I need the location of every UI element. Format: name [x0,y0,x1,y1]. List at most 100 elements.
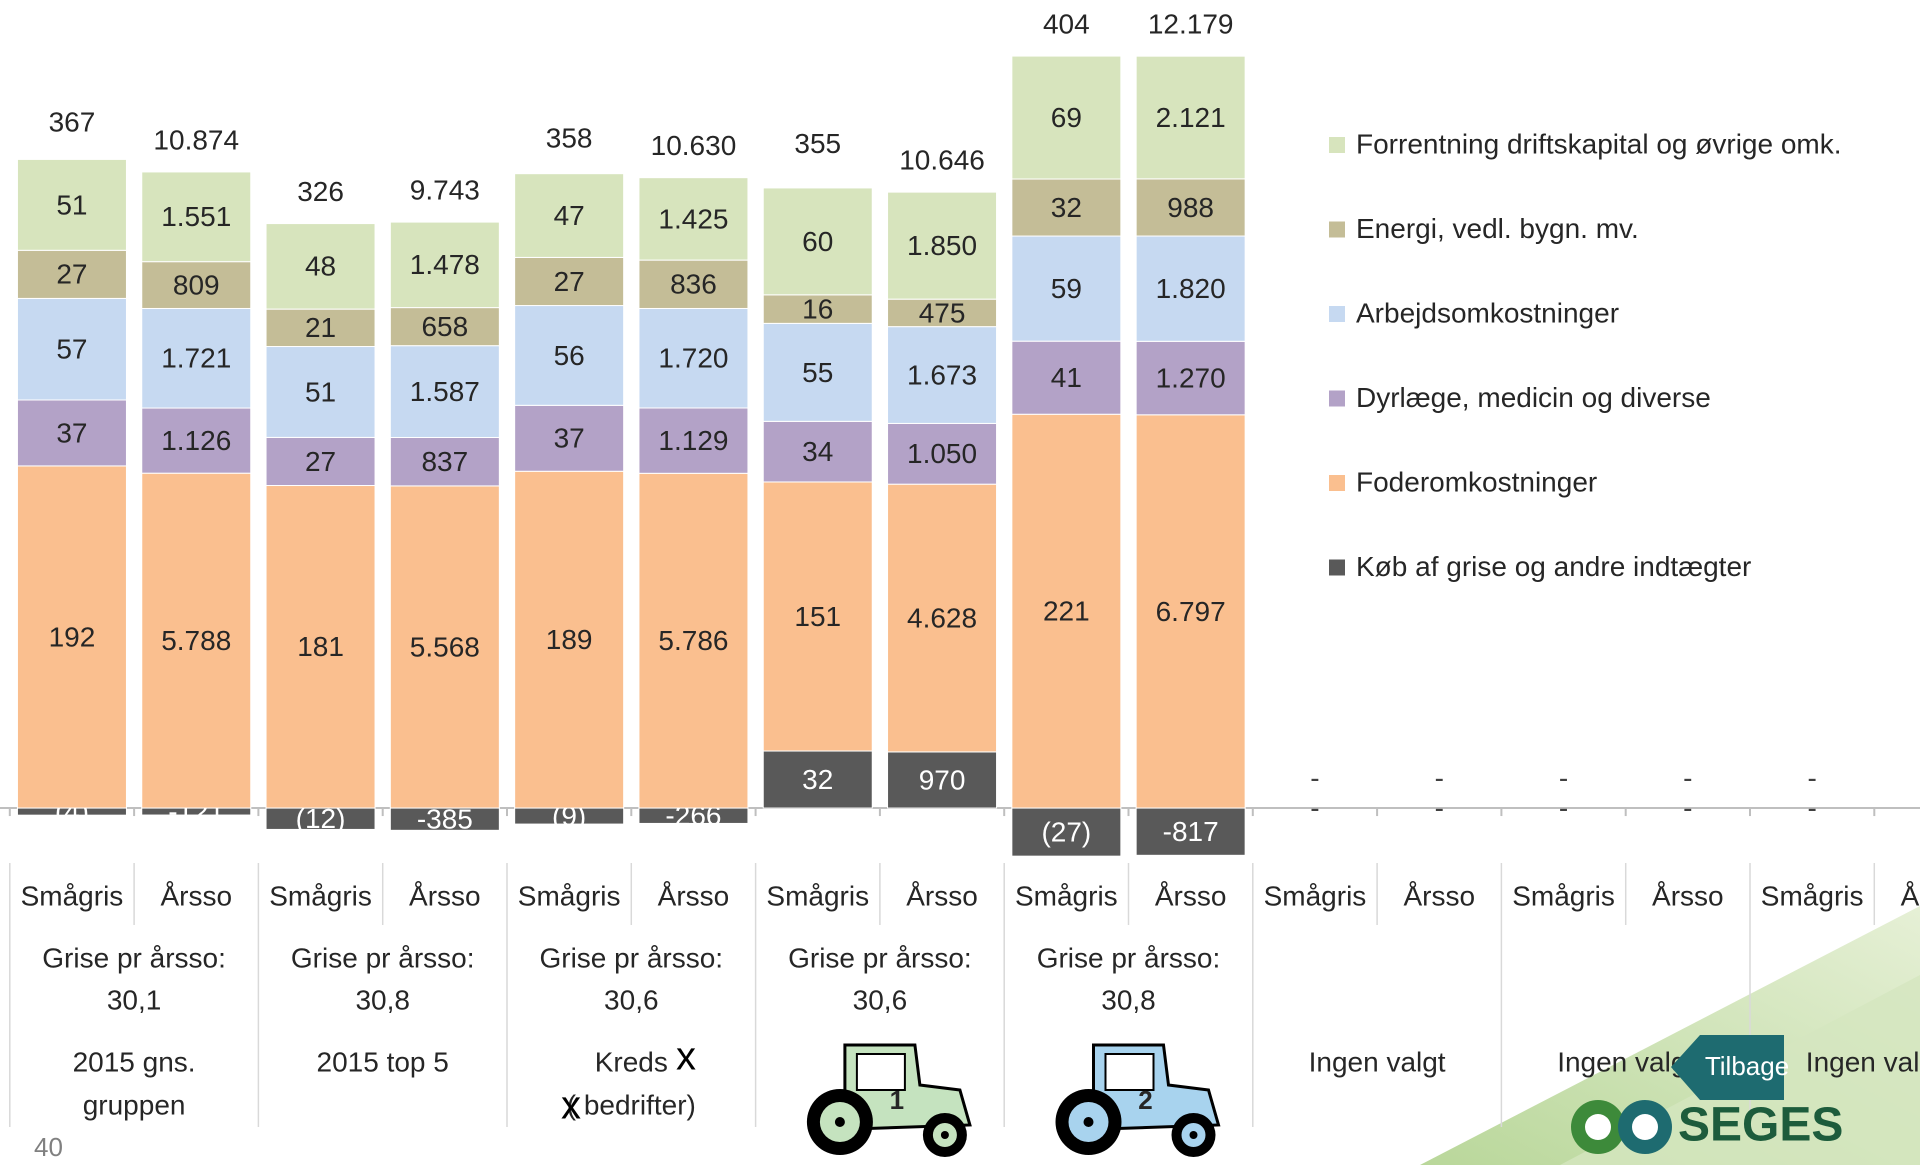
tractor-wheel [1083,1117,1094,1127]
legend-swatch [1329,137,1345,153]
bar-segment [1011,807,1122,857]
bar-segment [762,294,873,324]
data-label: - [1559,762,1568,793]
data-label: - [1435,792,1444,823]
data-label: 189 [546,624,593,655]
x-tick-label: Smågris [1512,880,1615,911]
x-tick-label: Smågris [766,880,869,911]
bar-segment [762,481,873,752]
bar-segment [1135,807,1246,856]
data-label: 34 [802,436,833,467]
data-label: 4.628 [907,602,977,633]
bar-segment [141,472,252,809]
x-tick-label: Smågris [21,880,124,911]
bar-segment [638,177,749,261]
data-label: 37 [56,417,87,448]
bar-segment [141,171,252,263]
legend-label: Køb af grise og andre indtægter [1356,551,1751,582]
back-button-shape[interactable] [1671,1035,1784,1100]
group-name: 2015 gns. [73,1046,196,1077]
legend-swatch [1329,306,1345,322]
bar-segment [16,399,127,467]
x-tick-label: Årsso [658,880,730,911]
data-label: 988 [1167,192,1214,223]
bar-segment [1135,414,1246,809]
bar-segment [389,345,500,438]
tractor-wheel [1189,1131,1198,1139]
annotation: x [676,1035,696,1079]
data-label: - [1310,762,1319,793]
data-label: 55 [802,357,833,388]
bar-segment [16,297,127,401]
data-label: 1.270 [1156,362,1226,393]
bar-segment [887,422,998,485]
logo: SEGES [1571,1099,1843,1154]
group-name: 2015 top 5 [317,1046,449,1077]
back-button[interactable]: Tilbage [1671,1035,1789,1100]
total-label: 10.630 [651,130,737,161]
bar-segment [887,298,998,328]
total-label: 12.179 [1148,9,1234,40]
bar-segment [389,221,500,309]
bar-segment [265,436,376,487]
data-label: - [1683,762,1692,793]
bar-segment [1135,235,1246,342]
legend-swatch [1329,559,1345,576]
group-header: 30,6 [604,984,659,1015]
data-label: -385 [417,804,473,835]
tractor-window [1104,1053,1155,1091]
x-tick-label: Smågris [518,880,621,911]
legend-label: Dyrlæge, medicin og diverse [1356,382,1711,413]
tractor-label: 1 [890,1085,904,1115]
data-label: 1.126 [161,425,231,456]
x-tick-label: Årsso [409,880,481,911]
group-header: 30,1 [107,984,162,1015]
bar-segment [265,223,376,310]
bar-segment [265,308,376,348]
data-label: (27) [1041,816,1091,847]
group-name: Kreds [595,1046,668,1077]
x-tick-label: Årsso [1652,880,1724,911]
x-tick-label: Årsso [1155,880,1227,911]
bar-segment [141,261,252,309]
back-button-label[interactable]: Tilbage [1705,1051,1789,1081]
x-tick-label: Smågris [1761,880,1864,911]
x-tick-label: Årsso [906,880,978,911]
bar-segment [638,407,749,474]
tractor-window [855,1053,906,1091]
logo-text: SEGES [1678,1099,1843,1152]
data-label: 5.568 [410,631,480,662]
data-label: 658 [421,311,468,342]
data-label: 47 [554,200,585,231]
bar-segment [887,483,998,753]
logo-circle [1632,1114,1658,1140]
legend-swatch [1329,390,1345,407]
tractor-wheel [834,1117,845,1127]
bar-segment [1011,55,1122,180]
group-header: 30,6 [853,984,908,1015]
data-label: 48 [305,251,336,282]
page-number: 40 [34,1132,63,1162]
bar-segment [514,470,625,809]
legend-swatch [1329,475,1345,491]
data-label: 59 [1051,273,1082,304]
data-label: 32 [802,764,833,795]
data-label: 27 [56,259,87,290]
group-header: Grise pr årsso: [291,942,475,973]
bar-segment [265,485,376,809]
data-label: - [1807,762,1816,793]
data-label: 69 [1051,102,1082,133]
bar-segment [1011,413,1122,809]
data-label: 1.820 [1156,273,1226,304]
group-header: 30,8 [1101,984,1156,1015]
data-label: 1.850 [907,230,977,261]
bar-segment [762,187,873,296]
group-name: Ingen valgt [1557,1046,1694,1077]
group-header: Grise pr årsso: [788,942,972,973]
tractor-icon: 1 [806,1043,972,1157]
group-name: Ingen valgt [1309,1046,1446,1077]
bar-segment [389,436,500,487]
bar-segment [762,322,873,422]
bar-segment [514,173,625,258]
data-label: 970 [919,764,966,795]
